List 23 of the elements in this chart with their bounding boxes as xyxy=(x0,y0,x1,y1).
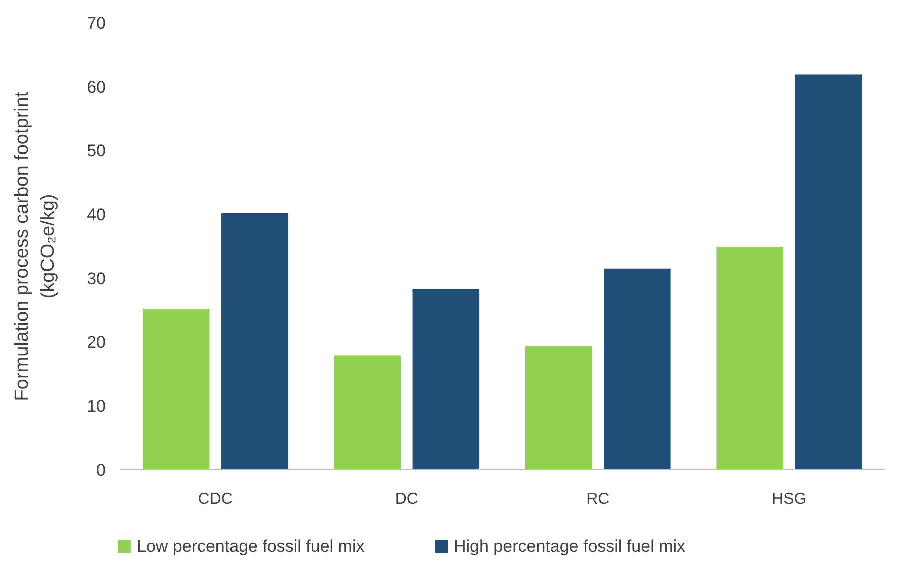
x-tick-label: DC xyxy=(395,491,418,508)
y-tick-label: 40 xyxy=(87,206,106,225)
x-tick-label: RC xyxy=(586,491,610,508)
y-axis-title: Formulation process carbon footprint (kgCO₂e/kg) xyxy=(12,91,59,402)
legend-label: High percentage fossil fuel mix xyxy=(454,537,686,556)
bar xyxy=(142,309,210,470)
y-tick-label: 10 xyxy=(87,397,106,416)
x-tick-label: HSG xyxy=(772,491,807,508)
bar xyxy=(795,74,862,470)
y-tick-label: 50 xyxy=(87,142,106,161)
bar xyxy=(604,268,671,470)
y-tick-label: 30 xyxy=(87,269,106,288)
y-tick-label: 0 xyxy=(96,460,106,480)
bar xyxy=(334,356,401,470)
x-tick-label: CDC xyxy=(198,491,233,508)
bar xyxy=(525,346,592,470)
bar xyxy=(716,247,784,470)
y-tick-label: 20 xyxy=(87,333,106,352)
legend-label: Low percentage fossil fuel mix xyxy=(137,537,366,556)
y-tick-label: 70 xyxy=(87,14,106,33)
bar xyxy=(222,213,288,470)
y-tick-label: 60 xyxy=(87,78,106,97)
bar xyxy=(412,289,480,470)
